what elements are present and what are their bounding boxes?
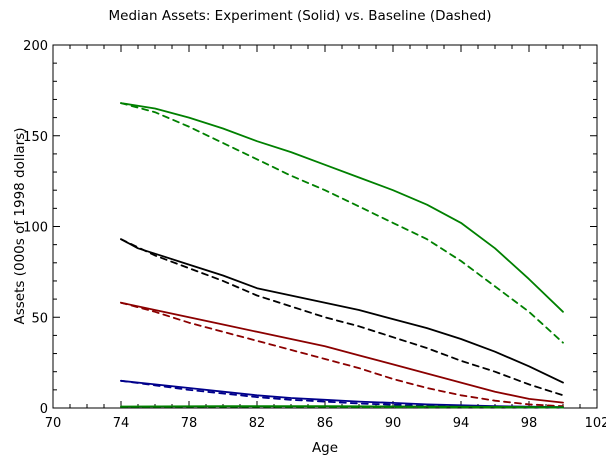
- series-line-4-solid: [120, 301, 564, 404]
- x-tick-label: 70: [45, 416, 62, 431]
- x-tick-label: 98: [521, 416, 538, 431]
- series-group: [120, 102, 564, 409]
- chart-title: Median Assets: Experiment (Solid) vs. Ba…: [109, 8, 492, 24]
- y-axis-label: Assets (000s of 1998 dollars): [12, 128, 28, 325]
- x-tick-label: 94: [453, 416, 470, 431]
- series-line-7-dashed: [120, 379, 564, 409]
- x-tick-label: 102: [585, 416, 606, 431]
- x-axis-label: Age: [312, 440, 338, 456]
- y-tick-label: 150: [23, 130, 48, 145]
- x-tick-label: 78: [181, 416, 198, 431]
- y-tick-label: 200: [23, 39, 48, 54]
- x-tick-label: 74: [113, 416, 130, 431]
- y-tick-label: 100: [23, 221, 48, 236]
- series-line-2-solid: [120, 238, 564, 384]
- plot-frame: [52, 44, 598, 409]
- x-tick-label: 86: [317, 416, 334, 431]
- series-line-1-dashed: [120, 102, 564, 344]
- axis-ticks: 70 74 78 82 86 90 94 98 102 0 50 100 150 200: [23, 39, 606, 431]
- series-line-9-dashed: [120, 405, 564, 409]
- series-line-5-dashed: [120, 301, 564, 408]
- x-tick-label: 82: [249, 416, 266, 431]
- series-line-3-dashed: [120, 238, 564, 397]
- series-line-0-solid: [120, 102, 564, 313]
- x-tick-label: 90: [385, 416, 402, 431]
- y-tick-label: 0: [40, 402, 48, 417]
- y-tick-label: 50: [31, 311, 48, 326]
